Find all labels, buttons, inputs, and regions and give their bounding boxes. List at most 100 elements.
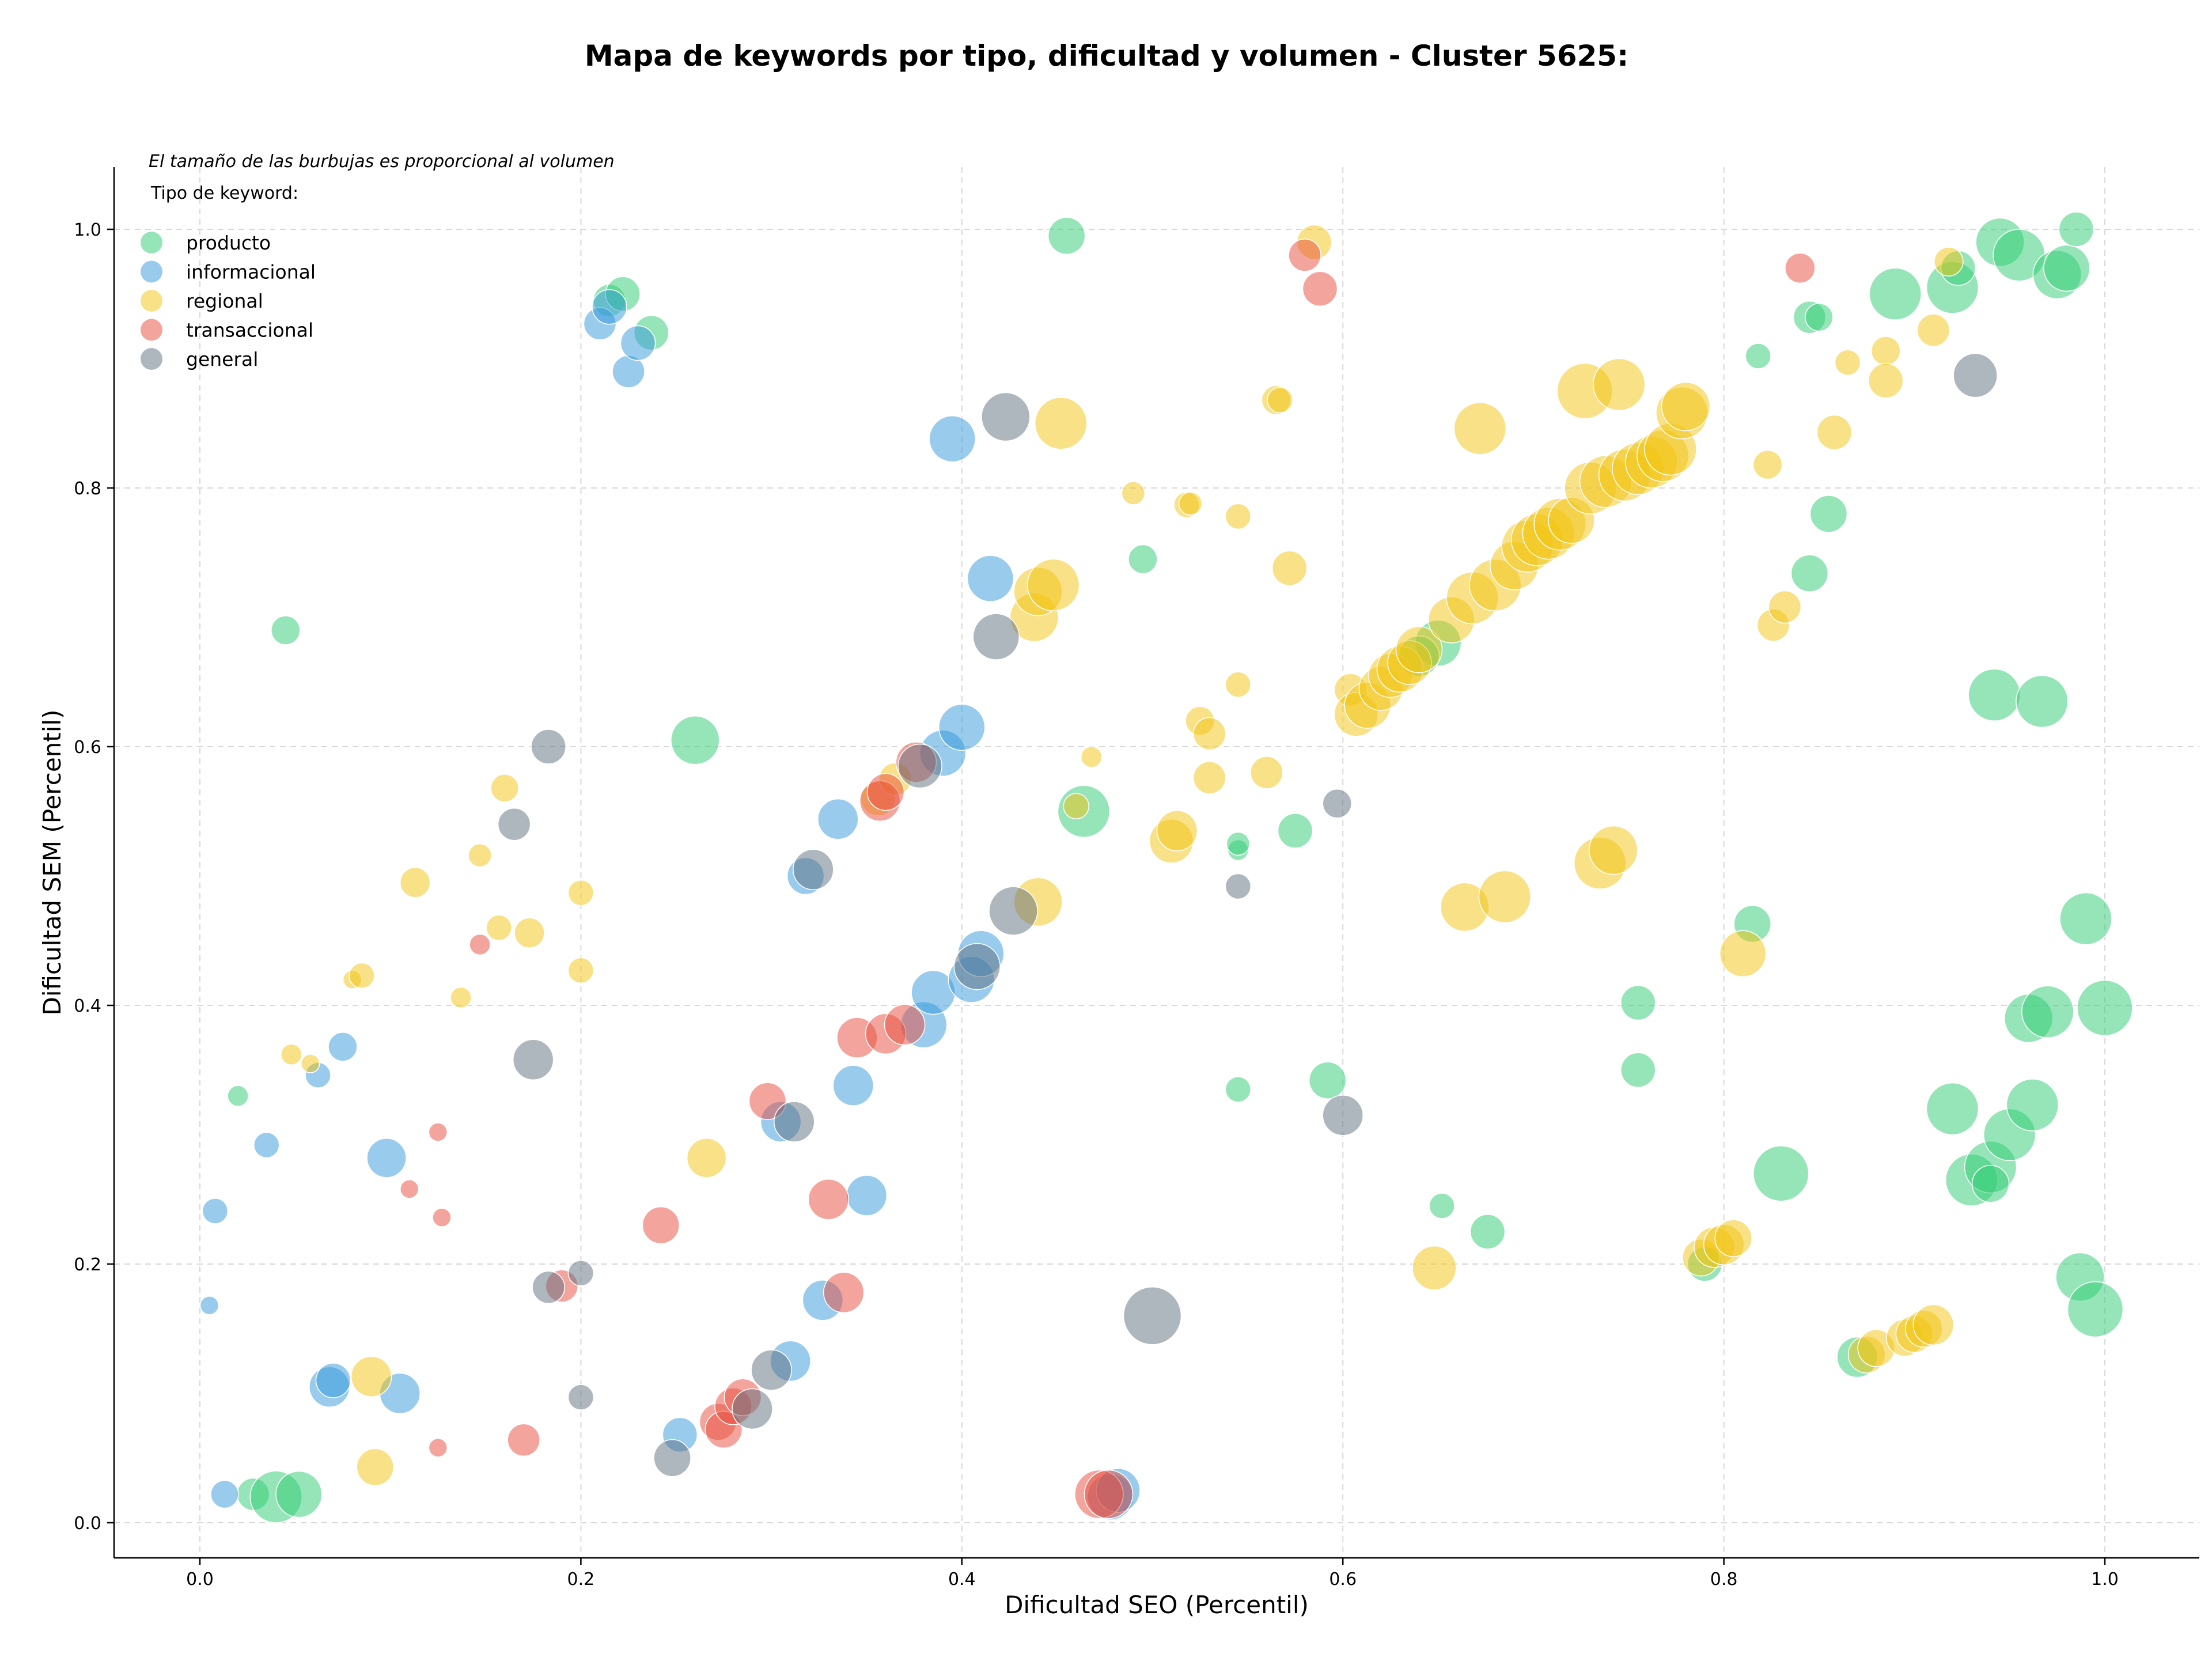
bubble-point [1192, 761, 1226, 794]
y-tick-label: 0.4 [74, 996, 101, 1016]
bubble-point [2016, 675, 2069, 728]
bubble-point [1225, 1076, 1252, 1103]
bubble-point [1719, 930, 1767, 977]
bubble-point [1620, 985, 1656, 1021]
bubble-point [1589, 825, 1638, 875]
legend-marker [141, 232, 162, 253]
bubble-point [1084, 1469, 1134, 1519]
y-tick-label: 0.6 [74, 737, 101, 758]
bubble-point [1277, 813, 1313, 849]
bubble-point [988, 886, 1038, 936]
bubble-point [514, 917, 545, 949]
bubble-point [199, 1296, 219, 1315]
bubble-point [1267, 387, 1293, 414]
bubble-point [567, 1384, 594, 1410]
legend-label-regional: regional [186, 290, 263, 312]
y-axis-label: Dificultad SEM (Percentil) [38, 710, 66, 1016]
x-tick-label: 0.0 [186, 1569, 214, 1590]
x-axis-label: Dificultad SEO (Percentil) [1005, 1591, 1309, 1619]
bubble-point [686, 1138, 727, 1178]
x-tick-label: 1.0 [2091, 1569, 2119, 1590]
bubble-point [653, 1439, 691, 1477]
bubble-point [1429, 1193, 1455, 1219]
bubble-point [1047, 217, 1086, 255]
bubble-point [450, 986, 472, 1009]
bubble-point [823, 1272, 865, 1314]
bubble-point [1453, 402, 1507, 455]
x-tick-label: 0.2 [567, 1569, 595, 1590]
bubble-point [972, 613, 1020, 660]
bubble-point [1225, 873, 1252, 900]
bubble-point [328, 1032, 358, 1062]
bubble-point [1395, 626, 1443, 674]
bubble-point [486, 914, 512, 941]
bubble-point [253, 1132, 280, 1159]
y-tick-label: 0.2 [74, 1255, 101, 1275]
bubble-point [2021, 985, 2074, 1038]
bubble-point [1478, 870, 1532, 924]
bubble-point [1156, 810, 1198, 852]
bubble-point [1816, 414, 1853, 451]
bubble-point [1035, 397, 1088, 450]
bubble-point [897, 743, 942, 789]
bubble-point [432, 1208, 452, 1227]
bubble-point [366, 1138, 407, 1178]
bubble-point [2067, 1281, 2124, 1338]
bubble-point [301, 1054, 320, 1073]
bubble-point [938, 703, 986, 751]
bubble-point [227, 1085, 249, 1107]
bubble-point [1225, 671, 1252, 698]
bubble-point [399, 867, 431, 898]
bubble-point [817, 798, 859, 840]
bubble-point [1926, 1082, 1979, 1136]
bubble-point [1178, 491, 1203, 516]
bubble-point [642, 1206, 680, 1244]
chart-title: Mapa de keywords por tipo, dificultad y … [585, 39, 1628, 73]
bubble-point [512, 1039, 554, 1081]
bubble-point [846, 1175, 888, 1216]
bubble-point [1768, 590, 1802, 624]
bubble-point [567, 879, 594, 906]
bubble-point [280, 1043, 302, 1066]
bubble-point [1785, 252, 1816, 284]
bubble-point [808, 1179, 850, 1220]
bubble-point [1322, 1095, 1363, 1136]
bubble-point [967, 555, 1014, 602]
bubble-point [1063, 793, 1089, 820]
bubble-point [774, 1101, 815, 1142]
legend-label-producto: producto [186, 232, 271, 254]
legend-marker [141, 260, 162, 283]
bubble-point [592, 289, 627, 325]
legend-label-transaccional: transaccional [186, 319, 313, 342]
y-tick-label: 0.0 [74, 1514, 101, 1534]
x-tick-label: 0.4 [948, 1569, 976, 1590]
bubble-point [1968, 668, 2021, 721]
bubble-point [349, 962, 375, 989]
bubble-size-note: El tamaño de las burbujas es proporciona… [149, 152, 615, 172]
legend-marker [141, 348, 162, 370]
bubble-point [1121, 481, 1146, 505]
bubble-point [1620, 1052, 1656, 1088]
bubble-point [2059, 892, 2112, 945]
bubble-point [1870, 336, 1901, 366]
bubble-point [1225, 503, 1252, 530]
bubble-point [2043, 244, 2090, 292]
y-tick-label: 1.0 [74, 220, 101, 240]
bubble-point [1469, 1214, 1506, 1250]
bubble-point [1288, 239, 1321, 272]
bubble-point [271, 615, 301, 645]
bubble-point [497, 807, 531, 841]
bubble-point [210, 1480, 239, 1509]
bubble-point [953, 943, 1001, 990]
bubble-point [1753, 1145, 1809, 1202]
legend-title: Tipo de keyword: [150, 183, 298, 203]
bubble-point [732, 1388, 773, 1430]
bubble-point [1592, 358, 1646, 411]
bubble-point [929, 415, 976, 463]
legend-marker [141, 319, 162, 341]
legend-label-informacional: informacional [186, 261, 316, 283]
bubble-point [428, 1122, 448, 1142]
series-regional [280, 224, 1964, 1486]
axes [113, 167, 2199, 1559]
